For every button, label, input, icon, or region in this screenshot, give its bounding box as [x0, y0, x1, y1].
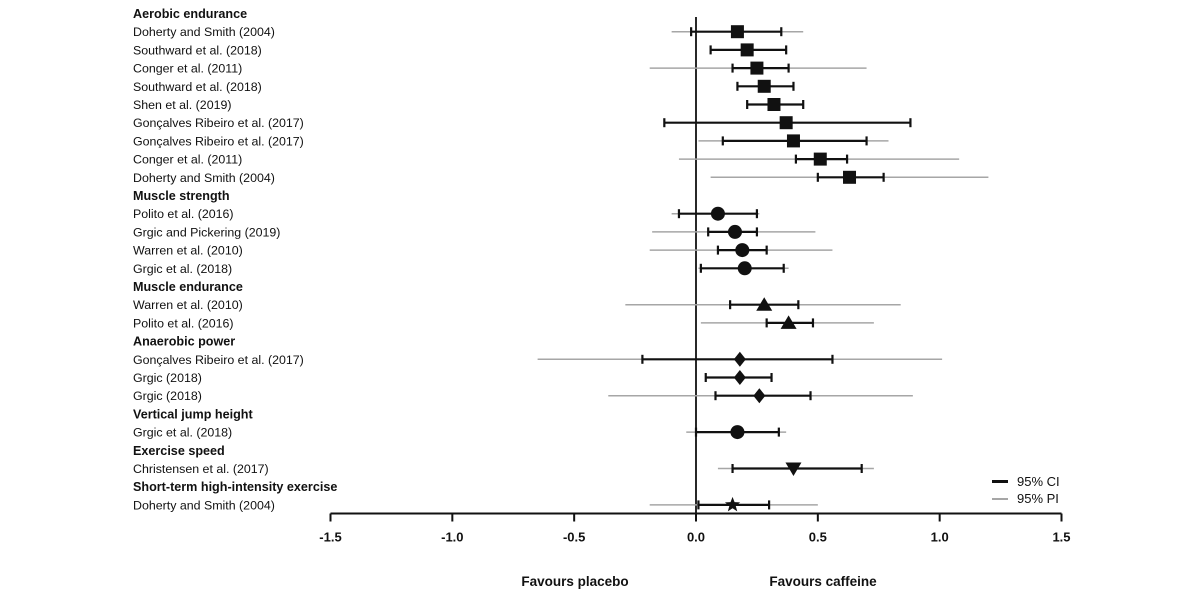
legend: 95% CI 95% PI	[992, 473, 1060, 507]
study-label: Warren et al. (2010)	[133, 298, 243, 312]
circle-marker	[737, 261, 752, 276]
study-label: Grgic et al. (2018)	[133, 426, 232, 440]
square-marker	[730, 25, 744, 39]
square-marker	[740, 43, 754, 57]
study-label: Gonçalves Ribeiro et al. (2017)	[133, 134, 304, 148]
circle-marker	[727, 224, 742, 239]
study-label: Polito et al. (2016)	[133, 316, 234, 330]
star-marker	[724, 496, 741, 512]
ci-line-swatch	[992, 480, 1008, 483]
study-label: Doherty and Smith (2004)	[133, 498, 275, 512]
x-axis-label-right: Favours caffeine	[769, 574, 877, 589]
diamond-marker	[733, 351, 746, 367]
study-label: Doherty and Smith (2004)	[133, 171, 275, 185]
x-tick-label: 0.0	[687, 530, 705, 545]
square-marker	[813, 152, 827, 166]
study-label: Conger et al. (2011)	[133, 62, 242, 76]
circle-marker	[710, 206, 725, 221]
study-label: Grgic (2018)	[133, 389, 202, 403]
category-label: Muscle strength	[133, 189, 230, 203]
triangle-up-marker	[756, 297, 773, 311]
square-marker	[757, 79, 771, 93]
square-marker	[767, 98, 781, 111]
category-label: Vertical jump height	[133, 407, 253, 421]
pi-line-swatch	[992, 497, 1008, 500]
category-label: Muscle endurance	[133, 280, 243, 294]
square-marker	[786, 134, 800, 148]
circle-marker	[730, 425, 745, 440]
study-label: Grgic and Pickering (2019)	[133, 225, 280, 239]
study-label: Shen et al. (2019)	[133, 98, 232, 112]
legend-label-pi: 95% PI	[1017, 491, 1059, 506]
circle-marker	[735, 243, 750, 258]
category-label: Exercise speed	[133, 444, 225, 458]
study-label: Gonçalves Ribeiro et al. (2017)	[133, 353, 304, 367]
category-label: Anaerobic power	[133, 335, 235, 349]
legend-item-pi: 95% PI	[992, 490, 1060, 507]
x-tick-label: -0.5	[563, 530, 585, 545]
study-label: Conger et al. (2011)	[133, 153, 242, 167]
x-tick-label: -1.5	[319, 530, 341, 545]
study-label: Gonçalves Ribeiro et al. (2017)	[133, 116, 304, 130]
x-tick-label: 0.5	[809, 530, 827, 545]
diamond-marker	[733, 370, 746, 385]
category-label: Short-term high-intensity exercise	[133, 480, 337, 494]
legend-item-ci: 95% CI	[992, 473, 1060, 490]
study-label: Grgic et al. (2018)	[133, 262, 232, 276]
diamond-marker	[753, 388, 766, 404]
study-label: Grgic (2018)	[133, 371, 202, 385]
study-label: Doherty and Smith (2004)	[133, 25, 275, 39]
square-marker	[843, 170, 857, 184]
study-label: Polito et al. (2016)	[133, 207, 234, 221]
study-label: Southward et al. (2018)	[133, 43, 262, 57]
legend-label-ci: 95% CI	[1017, 474, 1060, 489]
study-label: Southward et al. (2018)	[133, 80, 262, 94]
triangle-up-marker	[780, 315, 797, 329]
square-marker	[750, 61, 764, 75]
triangle-down-marker	[785, 462, 802, 476]
study-label: Warren et al. (2010)	[133, 244, 243, 258]
x-tick-label: -1.0	[441, 530, 463, 545]
x-axis-label-left: Favours placebo	[521, 574, 629, 589]
category-label: Aerobic endurance	[133, 7, 247, 21]
study-label: Christensen et al. (2017)	[133, 462, 269, 476]
square-marker	[779, 116, 793, 130]
x-tick-label: 1.0	[931, 530, 949, 545]
x-tick-label: 1.5	[1052, 530, 1070, 545]
